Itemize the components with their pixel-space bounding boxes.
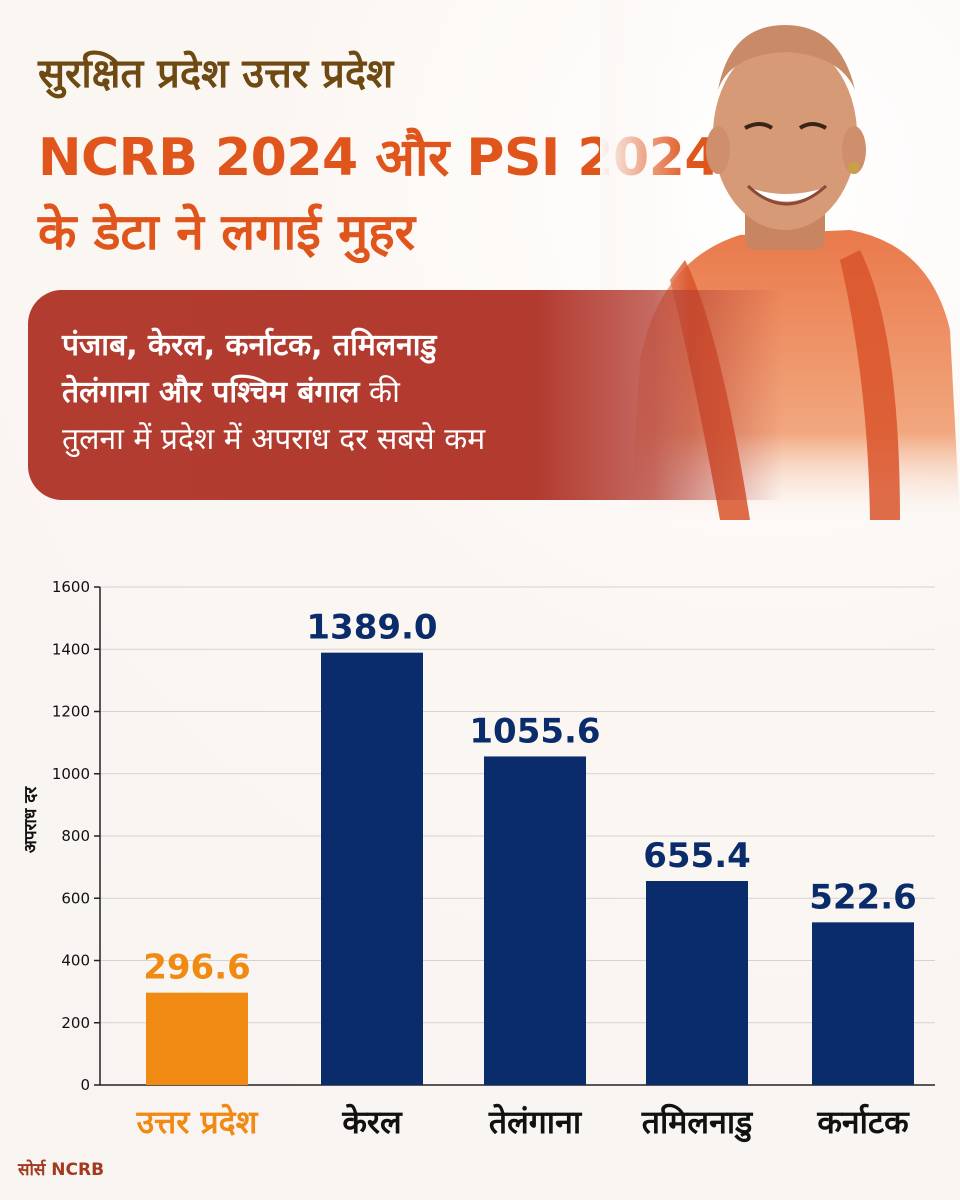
bar-3: [646, 881, 748, 1085]
category-label-4: कर्नाटक: [816, 1103, 910, 1141]
summary-line-2: तेलंगाना और पश्चिम बंगाल की: [62, 369, 662, 416]
y-axis-label: अपराध दर: [21, 786, 41, 853]
category-labels: उत्तर प्रदेश केरल तेलंगाना तमिलनाडु कर्नाटक: [136, 1103, 911, 1143]
category-label-2: तेलंगाना: [488, 1103, 583, 1141]
category-label-3: तमिलनाडु: [641, 1103, 753, 1143]
value-labels: 296.6 1389.0 1055.6 655.4 522.6: [143, 608, 917, 988]
y-tick-label: 600: [61, 889, 90, 907]
bars: [146, 652, 914, 1085]
crime-rate-bar-chart: 0 200 400 600 800 1000 1200 1400 1600 296.6 1389.…: [21, 578, 935, 1143]
summary-line-2-bold: तेलंगाना और पश्चिम बंगाल: [62, 375, 360, 410]
summary-text: पंजाब, केरल, कर्नाटक, तमिलनाडु तेलंगाना …: [62, 322, 662, 463]
value-label-4: 522.6: [809, 877, 917, 917]
headline-line-1: सुरक्षित प्रदेश उत्तर प्रदेश: [38, 51, 394, 97]
value-label-1: 1389.0: [306, 608, 437, 648]
y-tick-label: 800: [61, 827, 90, 845]
bar-4: [812, 922, 914, 1085]
y-tick-label: 1200: [52, 703, 90, 721]
summary-banner: [28, 290, 948, 500]
y-tick-label: 1400: [52, 640, 90, 658]
summary-line-2-normal: की: [359, 375, 400, 410]
value-label-2: 1055.6: [469, 711, 600, 751]
bar-2: [484, 756, 586, 1085]
bar-1: [321, 652, 423, 1085]
headline-line-3: के डेटा ने लगाई मुहर: [38, 203, 416, 261]
category-label-1: केरल: [341, 1103, 403, 1141]
y-tick-label: 400: [61, 952, 90, 970]
y-tick-label: 0: [80, 1076, 90, 1094]
summary-line-1: पंजाब, केरल, कर्नाटक, तमिलनाडु: [62, 322, 662, 369]
y-tick-label: 200: [61, 1014, 90, 1032]
source-credit: सोर्स NCRB: [18, 1160, 105, 1180]
summary-line-1-bold: पंजाब, केरल, कर्नाटक, तमिलनाडु: [62, 328, 437, 363]
y-tick-labels: 0 200 400 600 800 1000 1200 1400 1600: [52, 578, 90, 1094]
value-label-0: 296.6: [143, 948, 251, 988]
value-label-3: 655.4: [643, 836, 751, 876]
summary-line-3: तुलना में प्रदेश में अपराध दर सबसे कम: [62, 422, 486, 457]
y-tick-label: 1000: [52, 765, 90, 783]
y-tick-label: 1600: [52, 578, 90, 596]
bar-0: [146, 992, 248, 1085]
category-label-0: उत्तर प्रदेश: [136, 1103, 259, 1141]
